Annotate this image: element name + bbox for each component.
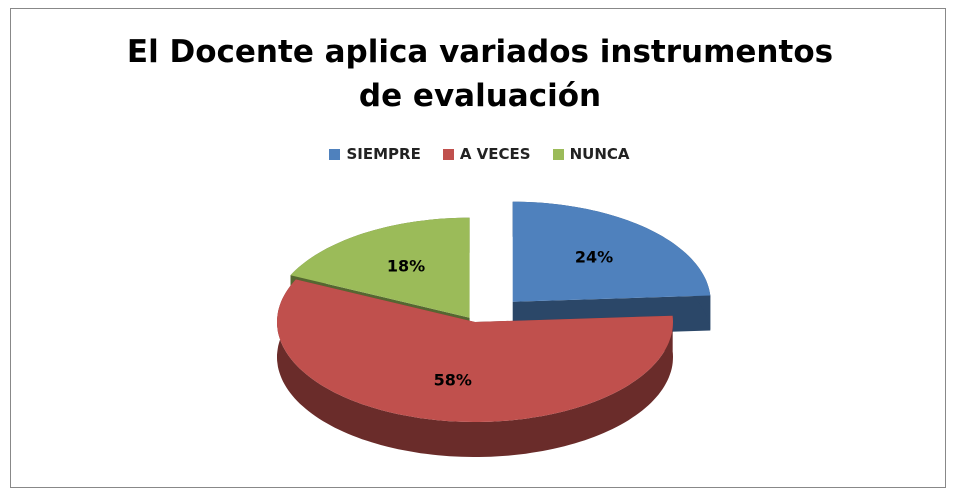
legend-swatch	[442, 148, 454, 160]
chart-title: El Docente aplica variados instrumentos …	[126, 34, 834, 114]
data-label: 24%	[575, 248, 613, 267]
data-label: 58%	[434, 370, 472, 389]
legend-label: NUNCA	[569, 145, 630, 163]
legend: SIEMPRE A VECES NUNCA	[0, 145, 959, 163]
slice	[277, 279, 673, 422]
legend-item: NUNCA	[552, 145, 630, 163]
legend-label: SIEMPRE	[346, 145, 421, 163]
slice	[290, 217, 470, 318]
legend-item: A VECES	[442, 145, 531, 163]
legend-item: SIEMPRE	[329, 145, 421, 163]
slice	[512, 201, 711, 302]
chart-frame	[10, 8, 946, 488]
data-label: 18%	[387, 257, 425, 276]
legend-label: A VECES	[459, 145, 531, 163]
legend-swatch	[329, 148, 341, 160]
slice-side	[277, 279, 673, 457]
legend-swatch	[552, 148, 564, 160]
